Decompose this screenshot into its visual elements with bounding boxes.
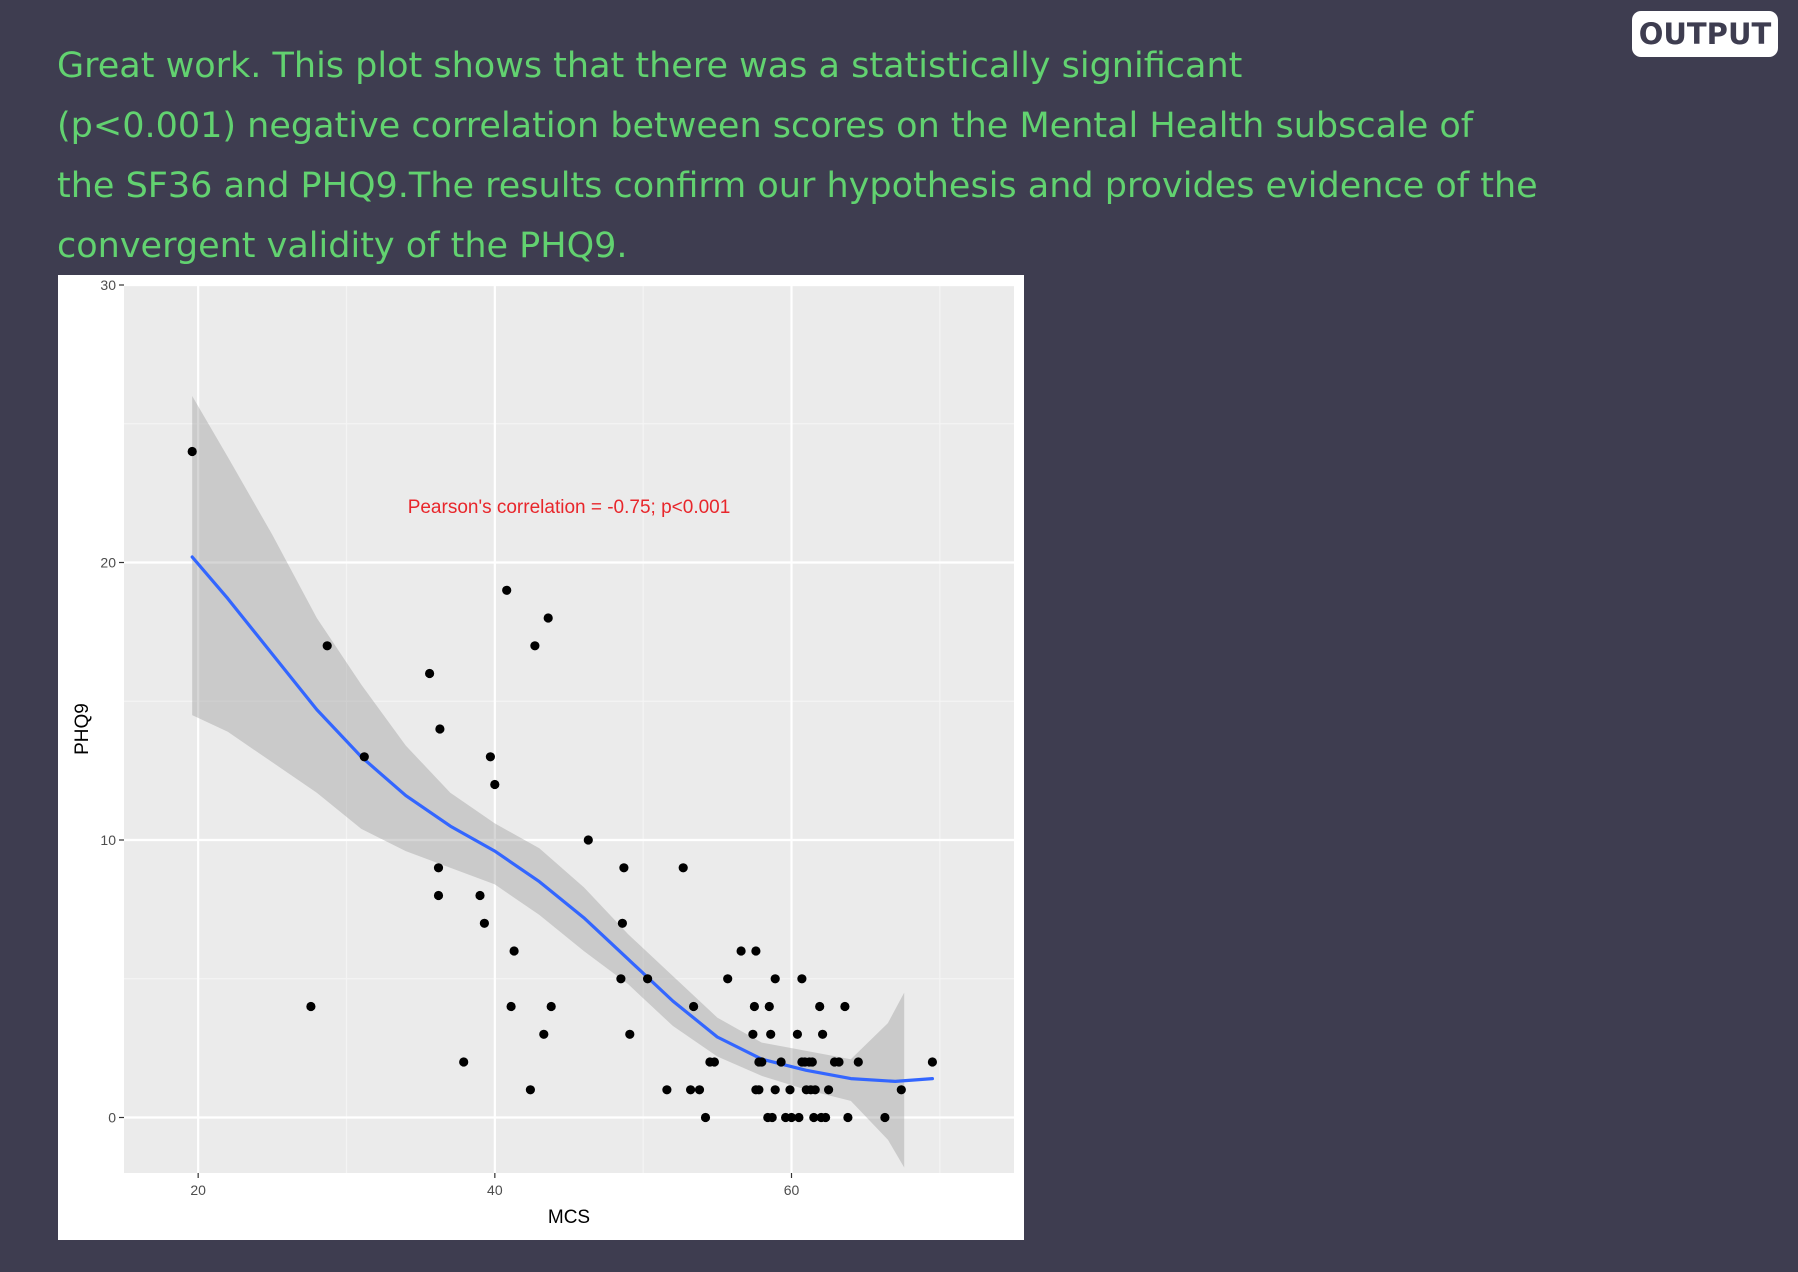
data-point <box>509 946 519 956</box>
narrative-line: convergent validity of the PHQ9. <box>57 226 628 266</box>
data-point <box>776 1057 786 1067</box>
data-point <box>757 1057 767 1067</box>
data-point <box>785 1085 795 1095</box>
data-point <box>425 668 435 679</box>
data-points-layer <box>187 446 938 1123</box>
data-point <box>821 1112 831 1123</box>
data-point <box>433 863 444 873</box>
data-point <box>766 1029 776 1039</box>
data-point <box>686 1085 696 1095</box>
data-point <box>322 641 332 651</box>
data-point <box>840 1001 850 1012</box>
data-point <box>359 752 369 762</box>
data-point <box>643 974 653 984</box>
data-point <box>689 1001 699 1012</box>
data-point <box>475 890 485 901</box>
data-point <box>764 1001 774 1012</box>
data-point <box>506 1001 516 1012</box>
scatter-plot: 20 40 60 0 10 20 30 Pearson's correlation = -0… <box>72 277 1014 1228</box>
data-point <box>810 1085 820 1095</box>
data-point <box>927 1057 938 1067</box>
y-tick-label: 20 <box>100 555 116 571</box>
data-point <box>749 1001 760 1012</box>
data-point <box>306 1001 316 1012</box>
data-point <box>770 1085 780 1095</box>
panel-background <box>124 285 1014 1173</box>
data-point <box>485 752 495 762</box>
data-point <box>834 1057 844 1067</box>
data-point <box>843 1112 853 1123</box>
y-axis-title: PHQ9 <box>72 703 93 755</box>
data-point <box>818 1029 828 1039</box>
x-tick-label: 40 <box>487 1182 503 1198</box>
data-point <box>815 1001 825 1012</box>
data-point <box>896 1085 906 1095</box>
smooth-fit-line <box>190 555 935 1084</box>
data-point <box>767 1112 777 1123</box>
data-point <box>459 1057 469 1067</box>
data-point <box>809 1112 819 1123</box>
data-point <box>678 863 688 873</box>
data-point <box>435 724 445 734</box>
data-point <box>751 946 761 956</box>
data-point <box>700 1112 711 1123</box>
y-tick-label: 10 <box>100 832 116 848</box>
data-point <box>794 1112 804 1123</box>
data-point <box>530 641 540 651</box>
data-point <box>490 779 500 790</box>
y-tick-label: 0 <box>108 1110 116 1126</box>
data-point <box>709 1057 720 1067</box>
data-point <box>433 890 444 901</box>
narrative-line: Great work. This plot shows that there w… <box>57 46 1243 86</box>
data-point <box>616 974 626 984</box>
data-point <box>807 1057 817 1067</box>
data-point <box>880 1112 890 1123</box>
data-point <box>853 1057 863 1067</box>
data-point <box>792 1029 803 1039</box>
x-tick-label: 20 <box>190 1182 206 1198</box>
data-point <box>662 1085 672 1095</box>
narrative-line: the SF36 and PHQ9.The results confirm ou… <box>57 166 1538 206</box>
data-point <box>525 1085 535 1095</box>
data-point <box>619 863 629 873</box>
y-tick-label: 30 <box>100 277 116 293</box>
data-point <box>770 974 780 984</box>
data-point <box>625 1029 635 1039</box>
x-tick-label: 60 <box>784 1182 800 1198</box>
data-point <box>824 1085 834 1095</box>
data-point <box>797 974 807 984</box>
data-point <box>754 1085 764 1095</box>
data-point <box>723 974 733 984</box>
data-point <box>546 1001 556 1012</box>
data-point <box>543 613 553 623</box>
data-point <box>694 1085 705 1095</box>
data-point <box>786 1112 797 1123</box>
data-point <box>479 918 489 928</box>
data-point <box>748 1029 758 1039</box>
output-badge: OUTPUT <box>1632 11 1778 57</box>
data-point <box>583 835 593 845</box>
x-axis-title: MCS <box>548 1207 590 1228</box>
scatter-plot-card: 20 40 60 0 10 20 30 Pearson's correlation = -0… <box>58 275 1024 1240</box>
correlation-annotation: Pearson's correlation = -0.75; p<0.001 <box>408 497 731 518</box>
data-point <box>617 918 628 928</box>
smooth-line-layer <box>190 555 935 1084</box>
data-point <box>502 585 512 595</box>
narrative-text: Great work. This plot shows that there w… <box>57 36 1557 276</box>
plot-panel <box>124 283 1014 1173</box>
narrative-line: (p<0.001) negative correlation between s… <box>57 106 1474 146</box>
data-point <box>736 946 746 956</box>
axes-layer: 20 40 60 0 10 20 30 <box>100 277 799 1198</box>
data-point <box>539 1029 549 1039</box>
data-point <box>187 446 197 457</box>
